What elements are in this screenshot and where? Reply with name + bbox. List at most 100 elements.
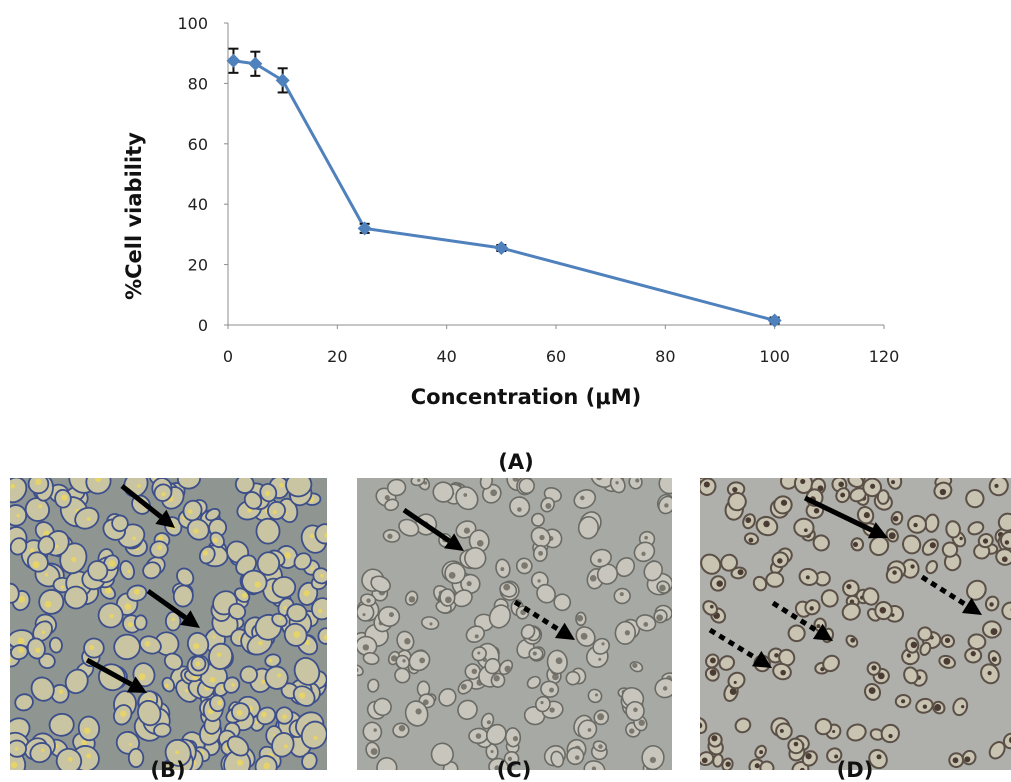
cell-nucleus bbox=[710, 658, 716, 664]
cell-nucleus bbox=[635, 478, 639, 482]
cell-nucleus bbox=[258, 641, 263, 646]
cell-nucleus bbox=[366, 598, 370, 602]
cell-nucleus bbox=[273, 510, 277, 514]
cell-nucleus bbox=[409, 596, 415, 602]
cell-nucleus bbox=[89, 645, 94, 650]
cell-nucleus bbox=[467, 581, 472, 586]
cell-nucleus bbox=[237, 710, 243, 716]
cell-nucleus bbox=[725, 761, 730, 766]
cell-nucleus bbox=[959, 537, 962, 540]
cell-nucleus bbox=[816, 624, 820, 628]
cell-nucleus bbox=[711, 735, 717, 741]
cell-nucleus bbox=[109, 560, 116, 567]
cell-nucleus bbox=[265, 491, 270, 496]
cell-nucleus bbox=[464, 528, 470, 534]
y-tick-label: 20 bbox=[188, 256, 208, 275]
cell-nucleus bbox=[61, 495, 67, 501]
cell-nucleus bbox=[71, 557, 76, 562]
cell-nucleus bbox=[318, 609, 322, 613]
cell-nucleus bbox=[282, 714, 287, 719]
cell bbox=[968, 634, 986, 650]
cell-nucleus bbox=[284, 744, 288, 748]
cell-nucleus bbox=[213, 538, 218, 543]
micrograph-c-image bbox=[357, 478, 672, 770]
cell-nucleus bbox=[853, 542, 858, 547]
cell-nucleus bbox=[893, 516, 899, 522]
cell bbox=[256, 519, 279, 544]
micrograph-b-image bbox=[10, 478, 327, 770]
cell-nucleus bbox=[710, 669, 717, 676]
cell-nucleus bbox=[625, 630, 630, 635]
cell-nucleus bbox=[538, 551, 543, 556]
cell-nucleus bbox=[934, 704, 941, 711]
cell-nucleus bbox=[389, 612, 394, 617]
cell-nucleus bbox=[650, 757, 656, 763]
cell-nucleus bbox=[759, 750, 763, 754]
cell-nucleus bbox=[463, 493, 467, 497]
cell-nucleus bbox=[304, 590, 310, 596]
chart-axes bbox=[228, 23, 884, 325]
cell-nucleus bbox=[158, 535, 163, 540]
cell bbox=[135, 615, 147, 630]
cell-nucleus bbox=[575, 755, 580, 760]
cell-nucleus bbox=[210, 677, 216, 683]
cell-nucleus bbox=[417, 479, 420, 482]
cell-nucleus bbox=[716, 580, 722, 586]
cell-nucleus bbox=[61, 585, 65, 589]
cell-nucleus bbox=[891, 480, 895, 484]
cell-nucleus bbox=[663, 686, 667, 690]
cell-nucleus bbox=[871, 665, 876, 670]
cell-nucleus bbox=[139, 673, 146, 680]
cell-nucleus bbox=[763, 521, 770, 528]
cell-nucleus bbox=[363, 644, 369, 650]
cell-nucleus bbox=[429, 622, 432, 625]
cell-nucleus bbox=[598, 658, 601, 661]
cell-nucleus bbox=[128, 622, 133, 627]
cell-nucleus bbox=[907, 653, 911, 657]
cell-nucleus bbox=[311, 567, 314, 570]
cell-nucleus bbox=[639, 720, 645, 726]
micrograph-b bbox=[10, 478, 327, 770]
cell-nucleus bbox=[521, 562, 528, 569]
cell-nucleus bbox=[644, 536, 648, 540]
cell-nucleus bbox=[487, 720, 491, 724]
cell-nucleus bbox=[780, 670, 786, 676]
cell-nucleus bbox=[641, 552, 645, 556]
cell-nucleus bbox=[539, 535, 544, 540]
cell-nucleus bbox=[577, 615, 584, 622]
x-tick-label: 40 bbox=[436, 347, 456, 366]
cell-nucleus bbox=[503, 584, 510, 591]
cell bbox=[287, 604, 307, 622]
cell-nucleus bbox=[556, 657, 563, 664]
cell-nucleus bbox=[237, 759, 243, 765]
cell-nucleus bbox=[840, 493, 845, 498]
cell-nucleus bbox=[595, 693, 598, 696]
cell-nucleus bbox=[18, 647, 24, 653]
cell bbox=[878, 490, 889, 504]
x-tick-label: 120 bbox=[869, 347, 900, 366]
cell-nucleus bbox=[850, 638, 855, 643]
cell-nucleus bbox=[794, 742, 799, 747]
cell-nucleus bbox=[86, 754, 91, 759]
cell-nucleus bbox=[373, 728, 376, 731]
panel-label-a: (A) bbox=[476, 450, 556, 474]
cell-nucleus bbox=[10, 484, 15, 489]
cell-nucleus bbox=[242, 593, 248, 599]
cell-nucleus bbox=[1005, 540, 1009, 544]
cell-nucleus bbox=[231, 683, 235, 687]
cell-nucleus bbox=[971, 651, 976, 656]
cell-nucleus bbox=[632, 663, 637, 668]
x-tick-label: 20 bbox=[327, 347, 347, 366]
cell-nucleus bbox=[84, 728, 90, 734]
cell-nucleus bbox=[402, 659, 405, 662]
y-tick-label: 100 bbox=[177, 14, 208, 33]
cell-nucleus bbox=[132, 536, 136, 540]
cell-nucleus bbox=[620, 592, 624, 596]
x-tick-label: 0 bbox=[223, 347, 233, 366]
data-point bbox=[226, 54, 240, 68]
cell-nucleus bbox=[945, 638, 950, 643]
micrograph-d-image bbox=[700, 478, 1011, 770]
cell-nucleus bbox=[45, 601, 52, 608]
